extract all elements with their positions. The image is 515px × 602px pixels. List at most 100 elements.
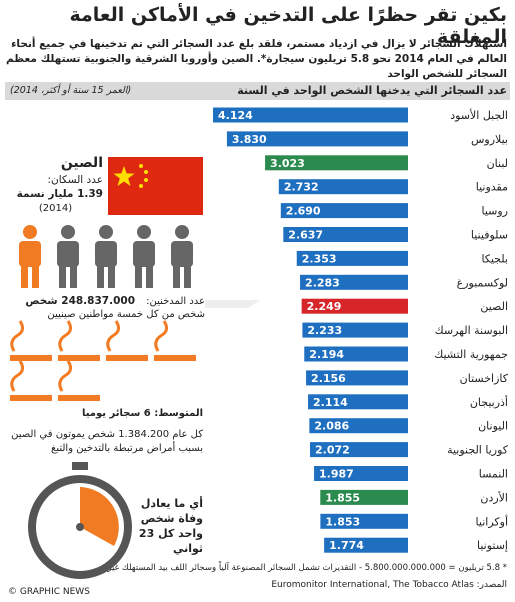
category-label: بيلاروس [471,133,508,146]
value-label: 2.732 [284,181,319,194]
category-label: بلجيكا [481,252,508,265]
category-label: سلوفينيا [471,229,508,242]
person-head [137,225,151,239]
smoke [58,360,73,392]
cigarette [154,355,196,361]
value-label: 2.233 [307,324,342,337]
person-body [133,241,155,267]
person-leg [21,266,28,288]
smoke [10,360,25,392]
category-label: الأردن [480,490,508,504]
value-label: 1.774 [329,539,364,552]
country-name: الصين [60,155,103,171]
stopwatch [28,462,132,579]
population: 1.39 مليار نسمة [16,188,103,200]
person-leg [59,266,66,288]
person-head [175,225,189,239]
smoke [106,320,121,352]
source: المصدر: Euromonitor International, The T… [271,580,507,590]
deaths-rate: أي ما يعادل وفاة شخص واحد كل 23 ثواني [138,497,203,555]
value-label: 2.114 [313,396,348,409]
cigarette-icons [10,320,196,401]
category-label: روسيا [481,205,508,218]
footnote: * 5.8 تريليون = 5.800.000.000.000 - التق… [79,563,507,573]
cigarette [58,355,100,361]
bar [306,370,408,386]
value-label: 2.283 [305,276,340,289]
person-head [23,225,37,239]
bar [226,131,408,147]
category-label: أذربيجان [470,395,508,409]
value-label: 2.249 [307,300,342,313]
bar [320,489,408,505]
smokers-label: عدد المدخنين: [146,296,205,307]
chart-subtitle: (العمر 15 سنة أو أكثر، 2014) [10,85,132,96]
smokers: 248.837.000 شخص [25,295,135,307]
bar [310,442,408,458]
category-label: البوسنة الهرسك [435,324,508,337]
chart-header-band [5,82,510,100]
cigarette [10,355,52,361]
category-label: أوكرانيا [476,514,508,528]
bar [213,107,408,123]
bar [283,227,408,242]
person-leg [70,266,77,288]
smoke [10,320,25,352]
value-label: 2.086 [314,420,349,433]
population-label: عدد السكان: [47,174,103,186]
category-label: لوكسمبورغ [457,276,508,289]
bar [324,537,408,553]
category-label: مقدونيا [476,181,508,194]
value-label: 2.194 [309,348,344,361]
bar [304,346,408,362]
pointer [205,300,260,308]
intro: استهلاك السجائر لا يزال في ازدياد مستمر،… [6,38,507,80]
average: المتوسط: 6 سجائر يوميا [81,408,203,419]
category-label: الصين [480,300,508,313]
smokers-ratio: شخص من كل خمسة مواطنين صينيين [47,309,205,320]
category-label: لبنان [487,157,508,170]
cigarette [58,395,100,401]
bar [301,298,408,314]
person-leg [146,266,153,288]
person-body [57,241,79,267]
smoke [58,320,73,352]
chart-title: عدد السجائر التي يدخنها الشخص الواحد في … [237,84,507,97]
person-body [95,241,117,267]
value-label: 1.855 [325,491,360,504]
bar [265,155,408,171]
value-label: 4.124 [218,109,253,122]
bar [280,203,408,219]
value-label: 2.353 [302,252,337,265]
category-label: الجبل الأسود [450,108,508,122]
person-head [61,225,75,239]
bar [308,394,408,410]
credit: © GRAPHIC NEWS [8,587,90,597]
bar [320,513,408,529]
person-head [99,225,113,239]
category-label: إستونيا [477,539,508,552]
person-leg [173,266,180,288]
people-icons [19,225,193,288]
smoke [154,320,169,352]
bar [309,418,408,434]
china-flag [108,157,203,215]
value-label: 3.830 [232,133,267,146]
bar [278,179,408,195]
category-label: جمهورية التشيك [434,348,508,361]
person-leg [135,266,142,288]
category-label: كازاخستان [460,372,509,385]
bar [302,322,408,338]
value-label: 3.023 [270,157,305,170]
category-label: كوريا الجنوبية [447,444,509,457]
cigarette [106,355,148,361]
category-label: النمسا [479,468,508,481]
population-year: (2014) [38,203,73,214]
person-leg [97,266,104,288]
category-label: اليونان [478,420,508,433]
title: بكين تقر حظرًا على التدخين في الأماكن ال… [69,4,507,48]
value-label: 1.853 [325,515,360,528]
bar [314,466,408,481]
